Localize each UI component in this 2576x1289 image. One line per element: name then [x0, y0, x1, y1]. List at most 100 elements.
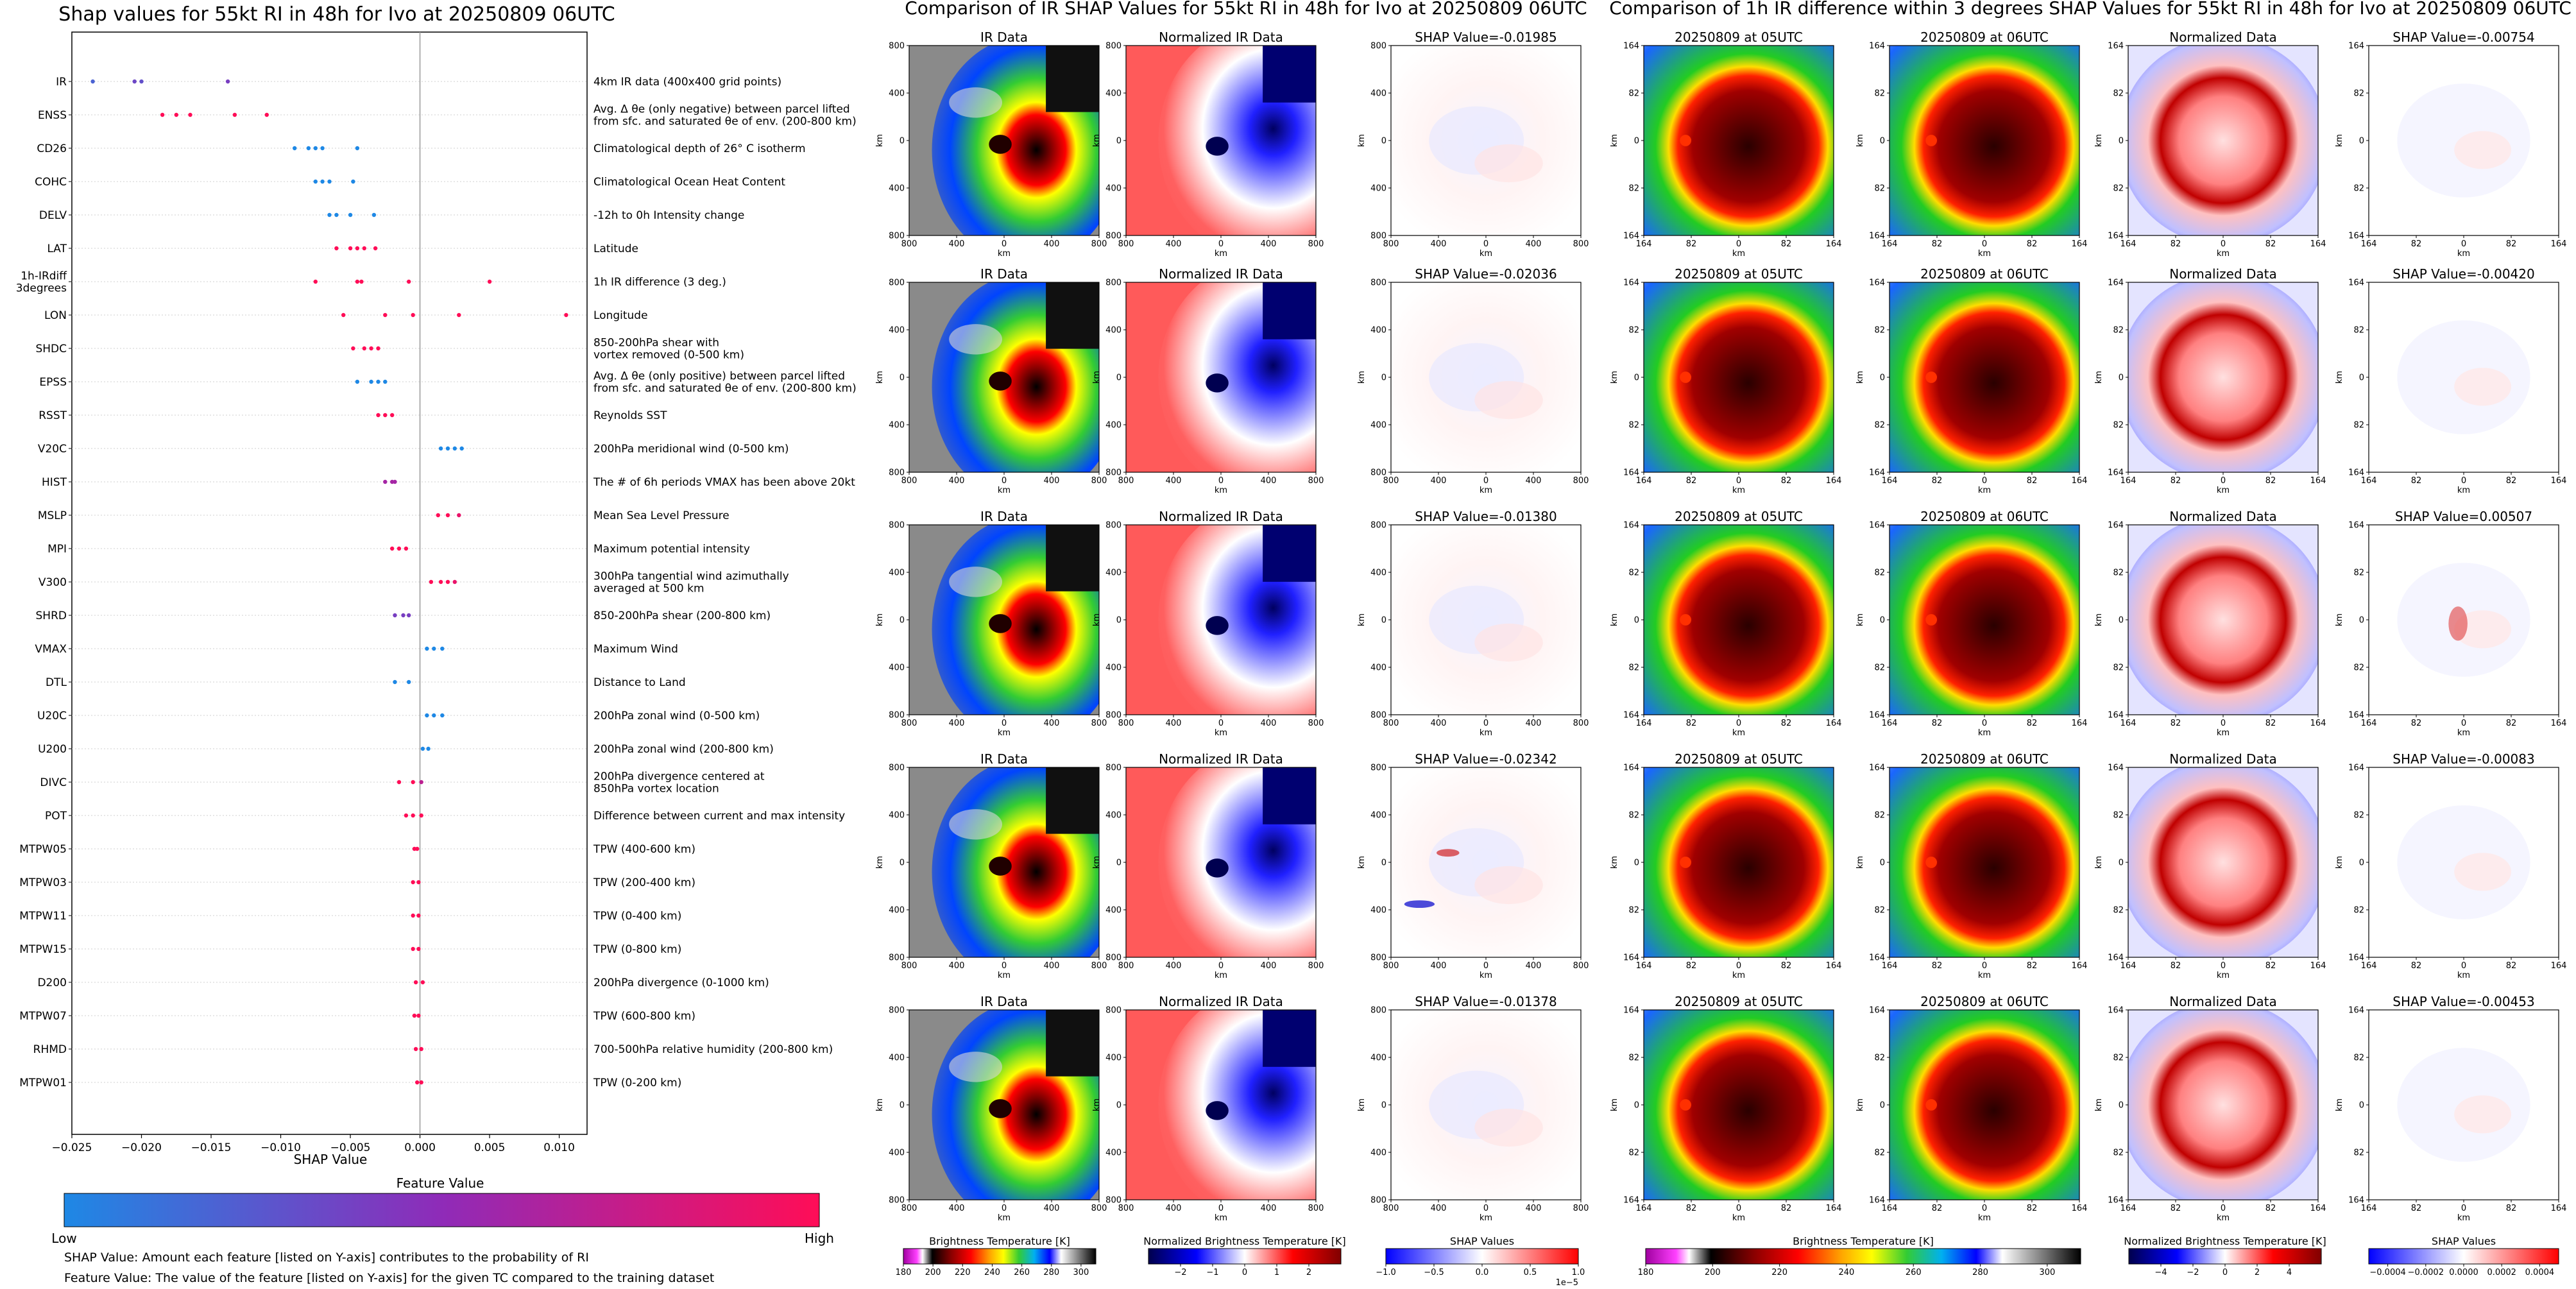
panel-title: SHAP Value=-0.02036	[1415, 266, 1557, 282]
feature-description-label: Climatological Ocean Heat Content	[593, 176, 785, 189]
feature-description-label: TPW (0-400 km)	[593, 910, 681, 923]
y-tick-label: 400	[1105, 89, 1122, 99]
panel-image	[2128, 525, 2318, 715]
y-tick-label: 400	[889, 1054, 905, 1063]
x-axis-label: km	[998, 249, 1011, 259]
y-tick-label: 800	[1370, 1196, 1386, 1206]
heatmap-panel: Normalized IR Data8008004004000040040080…	[1092, 994, 1324, 1223]
panel-image	[1126, 1010, 1316, 1200]
feature-name-label: POT	[45, 810, 67, 823]
y-tick-label: 800	[889, 1006, 905, 1016]
y-tick-label: 164	[2348, 232, 2364, 241]
y-tick-label: 800	[889, 521, 905, 531]
feature-description-label: 850-200hPa shear with vortex removed (0-5…	[593, 336, 744, 361]
feature-name-label: RHMD	[33, 1043, 67, 1056]
feature-name-label: EPSS	[39, 376, 67, 389]
y-tick-label: 82	[2113, 421, 2124, 431]
colorbar-tick-label: 2	[1306, 1268, 1311, 1277]
y-tick-label: 164	[2348, 953, 2364, 963]
y-tick-label: 800	[889, 232, 905, 241]
y-tick-label: 164	[2348, 42, 2364, 51]
shap-point	[376, 413, 380, 418]
shap-point	[327, 212, 332, 218]
feature-description-label: 4km IR data (400x400 grid points)	[593, 76, 781, 89]
colorbar-tick-label: 200	[925, 1268, 941, 1277]
heatmap-panel: 20250809 at 06UTC1641648282008282164164k…	[1855, 509, 2087, 738]
shap-point	[452, 579, 457, 585]
x-tick-label: 164	[2120, 239, 2137, 249]
shap-point	[412, 1013, 417, 1018]
y-tick-label: 82	[2113, 184, 2124, 194]
x-tick-label: 164	[2310, 719, 2326, 728]
y-tick-label: 400	[1370, 811, 1386, 821]
shap-point	[351, 346, 355, 351]
y-axis-label: km	[1855, 134, 1865, 147]
y-tick-label: 800	[1105, 521, 1122, 531]
x-tick-label: 164	[1636, 476, 1652, 486]
feature-name-label: LON	[44, 309, 67, 322]
x-tick-label: 400	[949, 239, 965, 249]
shap-point	[376, 379, 380, 384]
shap-point	[440, 646, 445, 651]
x-tick-label: 0	[1483, 719, 1488, 728]
x-tick-label: 164	[1636, 1204, 1652, 1213]
y-tick-label: 164	[1869, 953, 1885, 963]
colorbar: Normalized Brightness Temperature [K] −2 −…	[1143, 1235, 1346, 1277]
shap-point	[383, 413, 388, 418]
y-axis-label: km	[1357, 856, 1367, 869]
feature-name-label: COHC	[35, 176, 67, 189]
y-tick-label: 0	[1116, 616, 1122, 626]
y-tick-label: 800	[1105, 764, 1122, 773]
shap-point	[383, 479, 388, 484]
x-axis-label: km	[1215, 971, 1227, 980]
heatmap-panel: 20250809 at 05UTC1641648282008282164164k…	[1610, 509, 1841, 738]
panel-title: SHAP Value=-0.01985	[1415, 30, 1557, 45]
x-axis-label: km	[1732, 1213, 1745, 1223]
shap-point	[383, 379, 388, 384]
x-tick-label: 800	[1118, 239, 1134, 249]
colorbar-tick-label: −2	[2187, 1268, 2199, 1277]
panel-title: Normalized Data	[2169, 994, 2277, 1009]
y-tick-label: 400	[1105, 663, 1122, 673]
shap-point	[393, 679, 397, 685]
y-axis-label: km	[2335, 856, 2344, 869]
x-tick-label: 164	[1882, 239, 1898, 249]
x-tick-label: 82	[2027, 476, 2038, 486]
y-tick-label: 400	[1105, 421, 1122, 431]
y-axis-label: km	[1357, 1098, 1367, 1111]
colorbar-tick-label: 0.0	[1476, 1268, 1489, 1277]
x-tick-label: 82	[2265, 476, 2276, 486]
shap-point	[404, 546, 409, 551]
y-tick-label: 164	[2348, 521, 2364, 531]
y-tick-label: 82	[2113, 89, 2124, 99]
x-tick-label: 0	[1736, 961, 1741, 971]
heatmap-panel: SHAP Value=-0.01378800800400400004004008…	[1357, 994, 1589, 1223]
y-tick-label: 82	[1874, 906, 1885, 916]
x-tick-label: 0	[1002, 961, 1007, 971]
y-tick-label: 0	[1880, 137, 1885, 146]
x-tick-label: 82	[2506, 719, 2517, 728]
shap-point	[320, 146, 325, 151]
panel-image	[1391, 1010, 1581, 1200]
x-axis-label: km	[1978, 249, 1991, 259]
x-tick-label: 82	[2027, 961, 2038, 971]
feature-description-label: The # of 6h periods VMAX has been above …	[593, 476, 855, 489]
y-axis-label: km	[1855, 856, 1865, 869]
x-tick-label: 400	[1526, 239, 1542, 249]
panel-title: IR Data	[980, 509, 1028, 524]
heatmap-panel: 20250809 at 06UTC1641648282008282164164k…	[1855, 266, 2087, 495]
x-tick-label: 0	[1002, 1204, 1007, 1213]
x-tick-label: 82	[2265, 719, 2276, 728]
x-tick-label: 800	[1383, 239, 1399, 249]
shap-point	[390, 413, 395, 418]
feature-description-label: Difference between current and max inten…	[593, 810, 845, 823]
colorbar-gradient	[903, 1248, 1096, 1265]
panel-image	[2128, 767, 2318, 957]
panel-image	[1126, 46, 1316, 235]
x-tick-label: 400	[1044, 476, 1060, 486]
heatmap-panel: Normalized Data1641648282008282164164kmk…	[2094, 994, 2326, 1223]
colorbar-tick-label: −0.5	[1424, 1268, 1444, 1277]
panel-title: Normalized Data	[2169, 266, 2277, 282]
